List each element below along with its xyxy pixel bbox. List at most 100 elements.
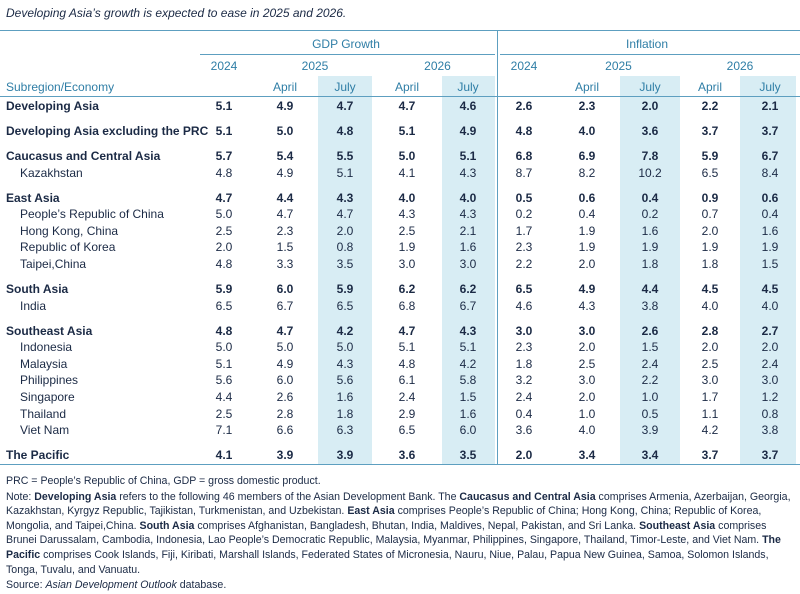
value-cell: 4.3 xyxy=(336,190,354,205)
value-cell: 2.0 xyxy=(336,223,354,238)
value-cell: 6.0 xyxy=(276,373,294,388)
value-cell: 3.9 xyxy=(641,423,659,438)
value-cell: 2.3 xyxy=(515,340,533,355)
value-cell: 6.2 xyxy=(398,282,416,296)
value-cell: 2.9 xyxy=(398,406,416,421)
value-cell: 1.9 xyxy=(398,240,416,255)
value-cell: 8.2 xyxy=(578,165,596,180)
value-cell: 6.5 xyxy=(515,282,533,296)
value-cell: 3.9 xyxy=(336,448,354,463)
value-cell: 4.8 xyxy=(215,165,233,180)
value-cell: 4.0 xyxy=(578,423,596,438)
value-cell: 1.1 xyxy=(701,406,719,421)
value-cell: 0.4 xyxy=(515,406,533,421)
value-cell: 4.6 xyxy=(515,298,533,313)
value-cell: 1.9 xyxy=(578,223,596,238)
value-cell: 1.5 xyxy=(459,390,477,404)
value-cell: 5.1 xyxy=(215,99,233,113)
value-cell: 3.0 xyxy=(515,323,533,338)
value-cell: 4.2 xyxy=(701,423,719,438)
value-cell: 5.6 xyxy=(336,373,354,388)
value-cell: 5.1 xyxy=(459,340,477,355)
note: Note: Developing Asia refers to the foll… xyxy=(6,490,794,578)
header-rule xyxy=(0,96,800,97)
value-cell: 5.0 xyxy=(276,340,294,355)
value-cell: 3.6 xyxy=(398,448,416,463)
value-cell: 5.1 xyxy=(215,124,233,138)
value-cell: 2.1 xyxy=(459,223,477,238)
value-cell: 6.7 xyxy=(459,298,477,313)
highlight-column xyxy=(442,76,495,464)
value-cell: 6.5 xyxy=(215,298,233,313)
value-cell: 5.7 xyxy=(215,149,233,163)
month-header: July xyxy=(334,80,356,94)
value-cell: 4.7 xyxy=(336,99,354,113)
value-cell: 2.2 xyxy=(515,257,533,271)
value-cell: 5.9 xyxy=(215,282,233,296)
value-cell: 2.0 xyxy=(515,448,533,463)
value-cell: 3.6 xyxy=(641,124,659,138)
value-cell: 5.1 xyxy=(215,356,233,371)
value-cell: 2.5 xyxy=(578,356,596,371)
value-cell: 4.4 xyxy=(641,282,659,296)
value-cell: 0.4 xyxy=(641,190,659,205)
economy-label: Singapore xyxy=(20,390,75,404)
group-rule xyxy=(500,54,800,55)
note-segment: East Asia xyxy=(347,505,395,518)
value-cell: 6.2 xyxy=(459,282,477,296)
economy-label: Viet Nam xyxy=(20,423,70,438)
value-cell: 0.4 xyxy=(578,207,596,222)
value-cell: 2.5 xyxy=(215,223,233,238)
economy-label: India xyxy=(20,298,47,313)
value-cell: 6.6 xyxy=(276,423,294,438)
month-header: July xyxy=(759,80,781,94)
group-label: Developing Asia excluding the PRC xyxy=(6,124,209,138)
source-segment: Asian Development Outlook xyxy=(45,579,177,592)
value-cell: 1.8 xyxy=(515,356,533,371)
value-cell: 4.5 xyxy=(701,282,719,296)
value-cell: 1.6 xyxy=(459,406,477,421)
value-cell: 2.6 xyxy=(276,390,294,404)
source-segment: database. xyxy=(176,579,227,592)
value-cell: 4.8 xyxy=(336,124,354,138)
value-cell: 7.1 xyxy=(215,423,233,438)
value-cell: 4.8 xyxy=(398,356,416,371)
value-cell: 4.0 xyxy=(398,190,416,205)
value-cell: 4.0 xyxy=(701,298,719,313)
value-cell: 1.0 xyxy=(578,406,596,421)
page: Developing Asia’s growth is expected to … xyxy=(0,6,800,592)
group-divider xyxy=(497,30,498,464)
highlight-column xyxy=(620,76,680,464)
note-segment: comprises Armenia, Azerbaijan, Georgia, … xyxy=(6,490,791,518)
value-cell: 3.9 xyxy=(276,448,294,463)
value-cell: 3.0 xyxy=(459,257,477,271)
value-cell: 2.5 xyxy=(398,223,416,238)
group-label: The Pacific xyxy=(6,448,70,463)
value-cell: 4.7 xyxy=(276,323,294,338)
value-cell: 4.3 xyxy=(398,207,416,222)
year-header: 2024 xyxy=(510,59,538,73)
value-cell: 5.0 xyxy=(336,340,354,355)
value-cell: 3.0 xyxy=(398,257,416,271)
value-cell: 2.7 xyxy=(761,323,779,338)
value-cell: 5.4 xyxy=(276,149,294,163)
value-cell: 6.5 xyxy=(701,165,719,180)
value-cell: 1.5 xyxy=(276,240,294,255)
source-segment: Source: xyxy=(6,579,46,592)
value-cell: 6.5 xyxy=(336,298,354,313)
economy-label: Republic of Korea xyxy=(20,240,116,255)
value-cell: 5.9 xyxy=(701,149,719,163)
value-cell: 6.1 xyxy=(398,373,416,388)
value-cell: 5.0 xyxy=(398,149,416,163)
value-cell: 4.9 xyxy=(276,99,294,113)
value-cell: 2.0 xyxy=(578,340,596,355)
value-cell: 2.4 xyxy=(398,390,416,404)
column-group-header: Inflation xyxy=(625,37,669,51)
value-cell: 3.3 xyxy=(276,257,294,271)
economy-label: Kazakhstan xyxy=(20,165,83,180)
economy-label: Taipei,China xyxy=(20,257,87,271)
value-cell: 4.4 xyxy=(215,390,233,404)
value-cell: 3.7 xyxy=(761,448,779,463)
value-cell: 4.0 xyxy=(761,298,779,313)
value-cell: 5.9 xyxy=(336,282,354,296)
